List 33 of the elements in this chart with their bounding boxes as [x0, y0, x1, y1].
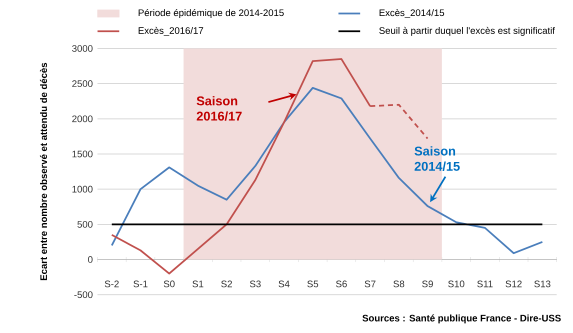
y-tick-label: 2500 — [72, 80, 93, 88]
y-tick-label: 1500 — [72, 150, 93, 158]
annotation: Saison 2014/15 — [414, 146, 460, 171]
y-tick-label: 500 — [77, 220, 93, 228]
annotation: Saison 2016/17 — [196, 96, 242, 121]
legend-label: Excès_2016/17 — [138, 26, 204, 36]
y-axis-title: Ecart entre nombre observé et attendu de décès — [40, 62, 48, 280]
source-note: Sources : Santé publique France - Dire-USS — [362, 314, 561, 324]
x-tick-label: S12 — [506, 280, 522, 288]
line-series — [110, 87, 544, 254]
x-tick-label: S5 — [307, 280, 318, 288]
legend-label: Excès_2014/15 — [380, 9, 444, 18]
x-tick-label: S1 — [192, 280, 204, 288]
x-tick-label: S11 — [477, 280, 493, 288]
x-tick-label: S-2 — [104, 280, 119, 288]
x-tick-label: S13 — [534, 280, 550, 288]
y-tick-label: 1000 — [72, 186, 93, 193]
legend-label: Seuil à partir duquel l'excès est significatif — [379, 26, 555, 36]
x-tick-label: S0 — [164, 280, 175, 288]
x-tick-label: S4 — [278, 280, 290, 288]
y-tick-label: 3000 — [72, 45, 93, 52]
x-tick-label: S10 — [448, 280, 464, 288]
x-tick-label: S8 — [393, 280, 404, 288]
legend-label: Période épidémique de 2014-2015 — [138, 9, 284, 18]
y-tick-label: 2000 — [72, 115, 93, 122]
x-tick-label: S-1 — [134, 280, 148, 288]
x-tick-label: S7 — [364, 280, 376, 288]
x-tick-label: S3 — [250, 280, 261, 288]
x-tick-label: S2 — [221, 280, 232, 288]
y-tick-label: -500 — [74, 291, 93, 298]
x-tick-label: S9 — [422, 280, 433, 288]
x-tick-label: S6 — [336, 280, 347, 288]
y-tick-label: 0 — [88, 256, 93, 263]
